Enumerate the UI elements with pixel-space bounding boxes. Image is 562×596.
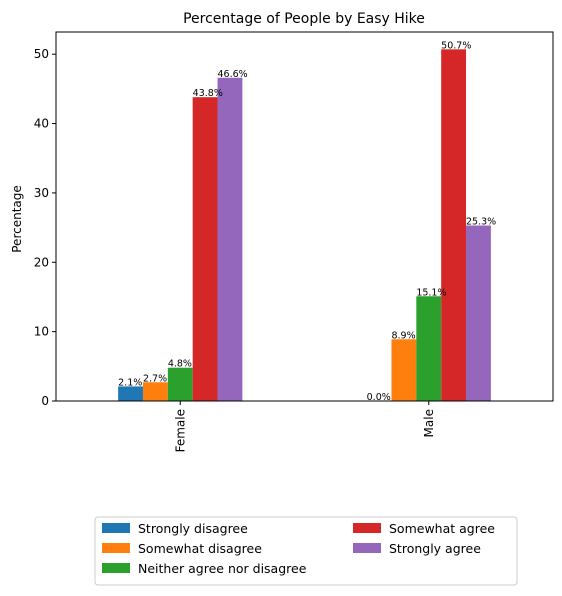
data-label: 46.6% <box>218 69 248 80</box>
x-tick-label: Female <box>173 409 187 452</box>
legend-swatch <box>102 543 130 553</box>
legend-swatch <box>353 523 381 533</box>
data-label: 4.8% <box>168 359 192 370</box>
legend-entry: Neither agree nor disagree <box>138 561 307 576</box>
x-tick-label: Male <box>422 409 436 437</box>
bar-male-somewhat-disagree <box>391 339 416 401</box>
bar-female-somewhat-disagree <box>143 382 168 401</box>
y-axis-label: Percentage <box>10 185 24 253</box>
data-label: 15.1% <box>416 287 446 298</box>
bar-male-strongly-agree <box>466 226 491 401</box>
y-axis: 0 10 20 30 40 50 <box>34 47 56 408</box>
chart-title: Percentage of People by Easy Hike <box>183 11 425 27</box>
legend-entry: Somewhat disagree <box>138 541 262 556</box>
legend-swatch <box>353 543 381 553</box>
y-tick-label: 20 <box>34 255 49 269</box>
legend-swatch <box>102 563 130 573</box>
y-tick-label: 30 <box>34 186 49 200</box>
data-label: 25.3% <box>466 217 496 228</box>
data-label: 43.8% <box>193 88 223 99</box>
legend-swatch <box>102 523 130 533</box>
legend-entry: Strongly disagree <box>138 521 248 536</box>
bar-male-somewhat-agree <box>441 49 466 401</box>
legend: Strongly disagree Somewhat disagree Neithe… <box>95 517 517 585</box>
bar-group <box>118 49 491 401</box>
legend-entry: Somewhat agree <box>389 521 495 536</box>
bar-female-strongly-agree <box>218 78 243 401</box>
data-label: 2.1% <box>118 377 142 388</box>
y-tick-label: 40 <box>34 117 49 131</box>
bar-female-neither-agree-nor-disagree <box>168 368 193 401</box>
data-label: 50.7% <box>441 40 471 51</box>
y-tick-label: 10 <box>34 325 49 339</box>
bar-female-strongly-disagree <box>118 386 143 401</box>
data-label: 8.9% <box>391 330 415 341</box>
y-tick-label: 0 <box>41 394 49 408</box>
bar-male-neither-agree-nor-disagree <box>416 296 441 401</box>
y-tick-label: 50 <box>34 47 49 61</box>
legend-entry: Strongly agree <box>389 541 481 556</box>
x-axis: Female Male <box>173 401 436 452</box>
data-label: 2.7% <box>143 373 167 384</box>
bar-female-somewhat-agree <box>193 97 218 401</box>
